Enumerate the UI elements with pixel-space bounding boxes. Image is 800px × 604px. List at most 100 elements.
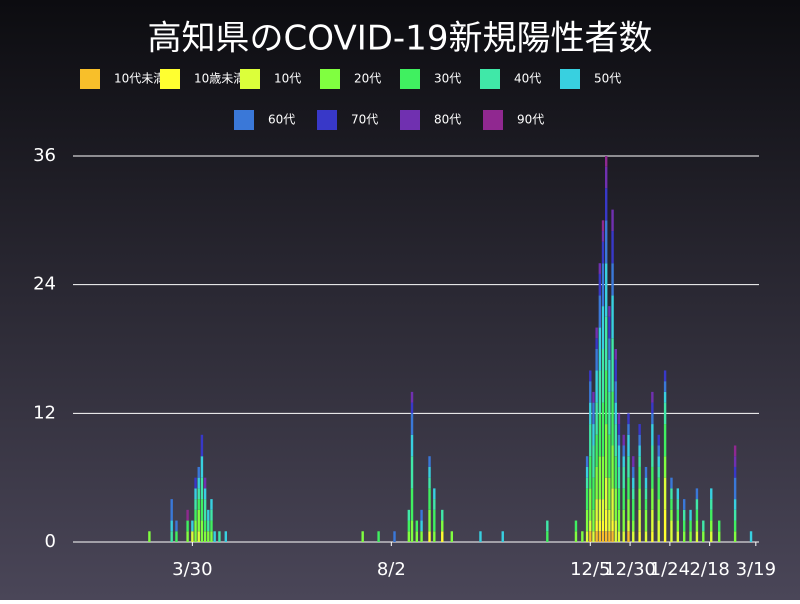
bar-segment <box>194 477 197 489</box>
bar-segment <box>638 424 641 435</box>
bar-segment <box>210 509 213 521</box>
bar-segment <box>407 531 411 542</box>
bar-segment <box>627 520 630 532</box>
bar-segment <box>695 509 699 521</box>
bar-segment <box>433 499 436 510</box>
bar-segment <box>218 531 221 542</box>
bar-segment <box>663 456 667 478</box>
bar-segment <box>585 456 589 467</box>
bar-segment <box>605 316 608 371</box>
bar-segment <box>663 381 667 392</box>
bar-segment <box>598 531 602 542</box>
bar-segment <box>592 509 595 532</box>
bar-segment <box>605 531 608 542</box>
bar-segment <box>175 531 178 542</box>
bar-segment <box>585 477 589 489</box>
bar-segment <box>627 456 630 478</box>
bar-segment <box>638 466 641 489</box>
bar-segment <box>608 509 611 532</box>
bar-segment <box>598 295 602 328</box>
bar-segment <box>632 520 635 532</box>
bar-segment <box>441 520 444 532</box>
bar-segment <box>585 509 589 532</box>
bar-segment <box>194 499 197 510</box>
legend-label: 60代 <box>268 113 295 127</box>
bar-segment <box>207 509 210 521</box>
legend-swatch <box>483 110 503 130</box>
legend-label: 80代 <box>434 113 461 127</box>
bar-segment <box>644 509 648 532</box>
bar-segment <box>200 434 204 457</box>
bar-segment <box>441 531 444 542</box>
bar-segment <box>598 456 602 500</box>
bar-segment <box>589 520 592 532</box>
bar-segment <box>592 424 595 446</box>
bar-segment <box>605 370 608 425</box>
bar-segment <box>617 466 621 489</box>
legend-swatch <box>480 69 500 89</box>
legend-swatch <box>560 69 580 89</box>
legend-label: 10代未満 <box>114 72 165 86</box>
bar-segment <box>622 466 625 489</box>
bar-segment <box>589 456 592 489</box>
legend-swatch <box>400 69 420 89</box>
bar-segment <box>581 531 584 542</box>
bar-segment <box>598 413 602 457</box>
bar-segment <box>585 466 589 478</box>
bar-segment <box>210 499 213 510</box>
bar-segment <box>433 509 436 532</box>
bar-segment <box>148 531 151 542</box>
bar-segment <box>595 499 598 521</box>
bar-segment <box>651 402 654 414</box>
bar-segment <box>407 520 411 532</box>
bar-segment <box>428 466 431 478</box>
bar-segment <box>702 520 705 532</box>
bar-segment <box>622 509 625 532</box>
bar-segment <box>614 424 617 457</box>
bar-segment <box>632 531 635 542</box>
bar-segment <box>428 531 431 542</box>
bar-segment <box>733 499 737 510</box>
bar-segment <box>589 402 592 425</box>
bar-segment <box>638 509 641 532</box>
bar-segment <box>614 359 617 382</box>
bar-segment <box>210 520 213 532</box>
bar-segment <box>415 531 418 542</box>
bar-segment <box>585 531 589 542</box>
x-tick-label: 1/24 <box>650 559 690 580</box>
bar-segment <box>598 520 602 532</box>
bar-segment <box>617 424 621 435</box>
bar-segment <box>595 520 598 532</box>
bar-segment <box>605 477 608 510</box>
bar-segment <box>186 509 189 521</box>
legend-label: 90代 <box>517 113 544 127</box>
bar-segment <box>186 520 189 532</box>
bar-segment <box>710 531 713 542</box>
bar-segment <box>428 456 431 467</box>
legend-swatch <box>160 69 180 89</box>
bar-segment <box>605 166 608 189</box>
bar-segment <box>617 488 621 510</box>
bar-segment <box>608 477 611 510</box>
bar-segment <box>657 466 660 478</box>
bar-segment <box>718 531 721 542</box>
bar-segment <box>611 531 614 542</box>
y-tick-label: 12 <box>33 402 56 423</box>
bar-segment <box>595 466 598 500</box>
bar-segment <box>710 499 713 510</box>
bar-segment <box>377 531 380 542</box>
bar-segment <box>595 349 598 371</box>
bar-segment <box>733 445 737 457</box>
legend-label: 50代 <box>594 72 621 86</box>
y-tick-label: 0 <box>45 531 56 552</box>
bar-segment <box>676 531 680 542</box>
bar-segment <box>410 456 414 489</box>
bar-segment <box>197 488 200 500</box>
legend-swatch <box>320 69 340 89</box>
bar-segment <box>608 359 611 392</box>
bar-segment <box>682 499 686 510</box>
bar-segment <box>644 477 648 489</box>
bar-segment <box>433 531 436 542</box>
